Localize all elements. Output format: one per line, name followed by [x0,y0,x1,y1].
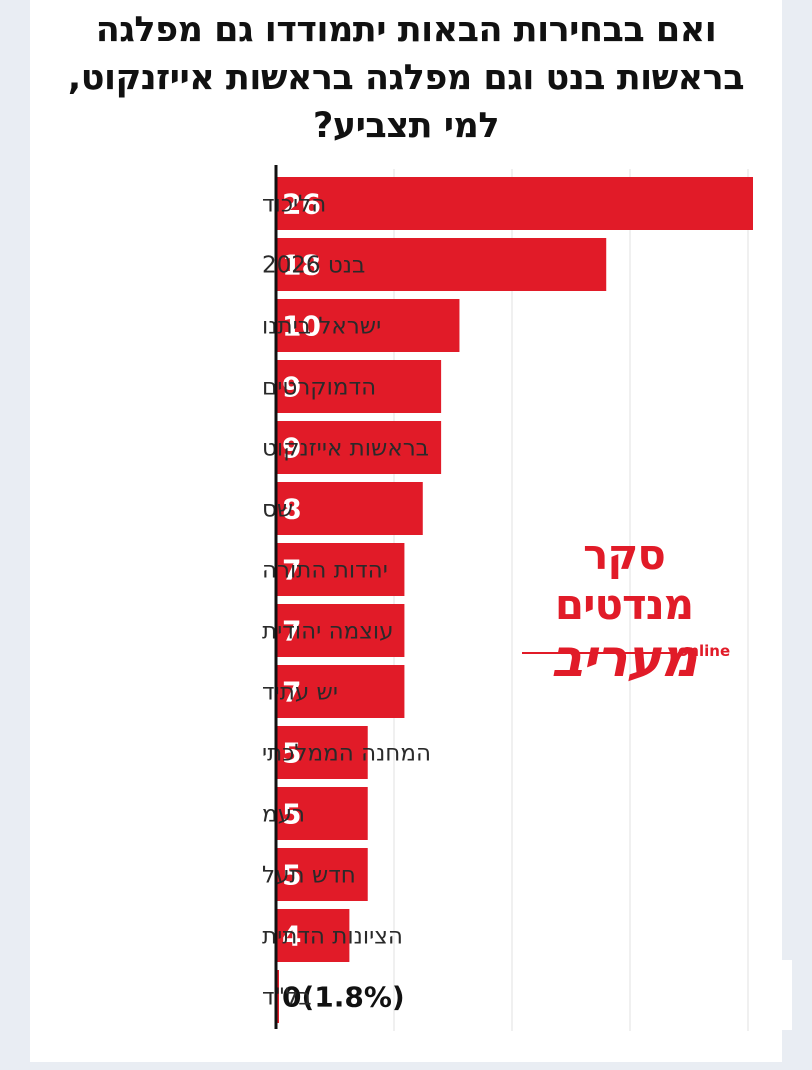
logo-underline [522,652,672,654]
value-label: 9 [282,371,301,404]
bar [276,238,607,291]
title-line-2: בראשות בנט וגם מפלגה בראשות אייזנקוט, [67,58,745,98]
bar [276,787,368,840]
category-label: יהדות התורה [262,558,388,584]
category-label: הליכוד [262,192,326,218]
category-label: עוצמה יהודית [262,619,394,645]
category-label: חדש תעל [262,863,356,889]
value-label: 7 [282,554,301,587]
value-label: 26 [282,188,321,221]
bar [276,543,405,596]
bar [276,421,442,474]
bar [276,177,753,230]
category-label: בל"ד [262,985,312,1011]
value-label: 8 [282,493,301,526]
title-line-3: למי תצביע? [312,106,500,146]
bar [276,482,423,535]
category-label: בנט 2026 [262,253,365,279]
category-label: המחנה הממלכתי [262,741,431,767]
category-label: רעמ [262,802,305,828]
category-label: הציונות הדתית [262,924,403,950]
value-label: 5 [282,798,301,831]
category-label: בראשות אייזנקוט [262,436,429,462]
value-label: 0(1.8%) [282,981,405,1014]
category-label: הדמוקרטים [262,375,376,401]
value-label: 18 [282,249,321,282]
value-label: 7 [282,615,301,648]
logo-online-text: online [678,642,731,660]
category-label: שס [262,497,293,523]
value-label: 5 [282,737,301,770]
category-label: ישראל ביתנו [262,314,381,340]
maariv-poll-logo: סקר מנדטים מעריב online [518,530,731,688]
bar [276,360,442,413]
value-label: 9 [282,432,301,465]
bar [276,604,405,657]
value-label: 10 [282,310,321,343]
bar [276,848,368,901]
category-label: יש עתיד [262,680,338,706]
value-label: 7 [282,676,301,709]
bar [276,909,350,962]
side-strip [782,960,792,1030]
logo-poll-text: סקר מנדטים [554,530,694,629]
chart-title: ואם בבחירות הבאות יתמודדו גם מפלגה בראשו… [30,6,782,150]
chart-card: ואם בבחירות הבאות יתמודדו גם מפלגה בראשו… [30,0,782,1062]
bar [276,299,460,352]
logo-brand-text: מעריב [551,629,698,689]
bar [276,665,405,718]
value-label: 5 [282,859,301,892]
bar [276,726,368,779]
title-line-1: ואם בבחירות הבאות יתמודדו גם מפלגה [95,10,717,50]
value-label: 4 [282,920,301,953]
